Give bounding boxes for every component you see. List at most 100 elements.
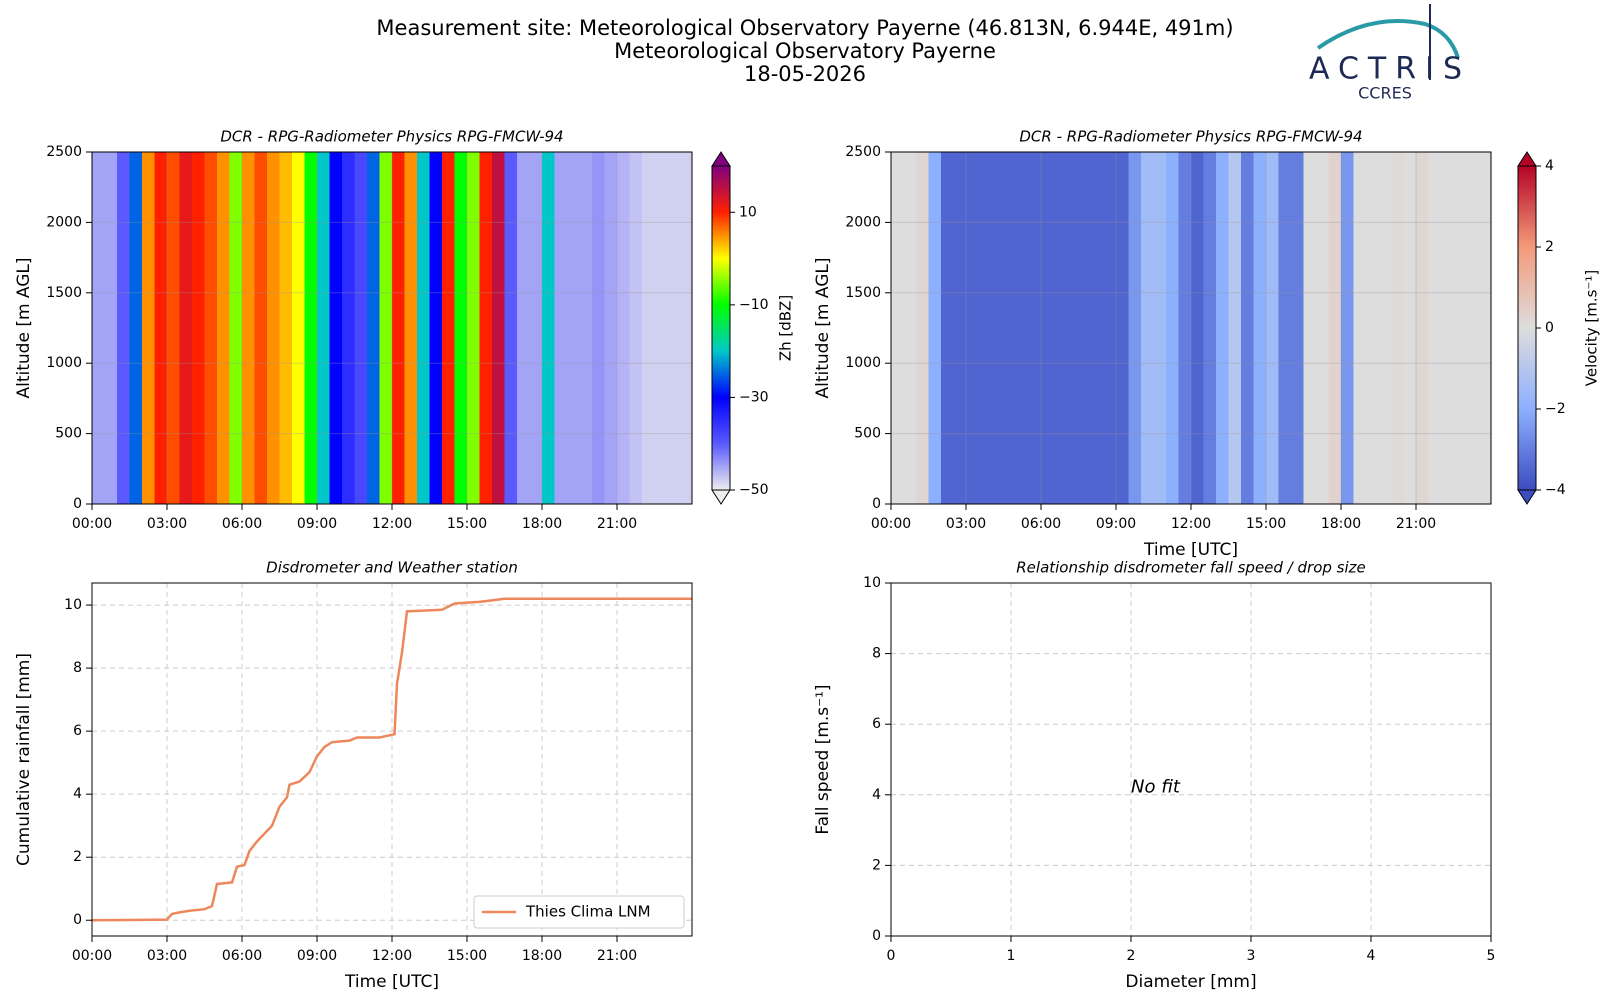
x-tick-label: 3 bbox=[1247, 948, 1256, 964]
x-tick-label: 0 bbox=[887, 948, 896, 964]
heatmap-column bbox=[329, 152, 343, 504]
logo-subtext: CCRES bbox=[1358, 84, 1412, 103]
y-tick-label: 10 bbox=[64, 597, 82, 613]
heatmap-column bbox=[1453, 152, 1467, 504]
plot-frame bbox=[890, 151, 1492, 505]
heatmap-column bbox=[1103, 152, 1117, 504]
y-tick-label: 1000 bbox=[46, 355, 82, 371]
annotation: No fit bbox=[1131, 777, 1181, 798]
heatmap-column bbox=[579, 152, 593, 504]
heatmap-column bbox=[966, 152, 979, 504]
line-series bbox=[91, 597, 692, 922]
heatmap-column bbox=[304, 152, 318, 504]
y-tick-label: 0 bbox=[73, 912, 82, 928]
x-tick-label: 03:00 bbox=[946, 516, 986, 532]
y-tick-label: 4 bbox=[872, 787, 881, 803]
x-tick-label: 03:00 bbox=[147, 948, 187, 964]
header-line: Meteorological Observatory Payerne bbox=[614, 39, 996, 63]
heatmap-column bbox=[379, 152, 393, 504]
x-tick-label: 21:00 bbox=[1396, 516, 1436, 532]
heatmap-column bbox=[254, 152, 268, 504]
heatmap-column bbox=[1041, 152, 1054, 504]
heatmap-column bbox=[991, 152, 1004, 504]
heatmap-column bbox=[429, 152, 443, 504]
x-tick-label: 09:00 bbox=[297, 948, 337, 964]
heatmap-column bbox=[654, 152, 668, 504]
heatmap-column bbox=[1253, 152, 1267, 504]
heatmap-column bbox=[242, 152, 255, 504]
x-tick-label: 09:00 bbox=[297, 516, 337, 532]
y-tick-label: 2500 bbox=[845, 144, 881, 160]
x-tick-label: 12:00 bbox=[1171, 516, 1211, 532]
y-tick-label: 4 bbox=[73, 786, 82, 802]
x-tick-label: 15:00 bbox=[447, 516, 487, 532]
heatmap-column bbox=[1053, 152, 1067, 504]
heatmap-column bbox=[1016, 152, 1029, 504]
colorbar-tick-label: −30 bbox=[739, 389, 769, 405]
heatmap-column bbox=[629, 152, 643, 504]
heatmap-column bbox=[1316, 152, 1329, 504]
heatmap-column bbox=[1241, 152, 1254, 504]
chart-title: Disdrometer and Weather station bbox=[266, 559, 518, 577]
x-axis-label: Time [UTC] bbox=[1143, 540, 1238, 560]
heatmap-column bbox=[1216, 152, 1229, 504]
header-line: 18-05-2026 bbox=[744, 62, 866, 86]
heatmap-column bbox=[354, 152, 368, 504]
heatmap-column bbox=[479, 152, 493, 504]
x-tick-label: 00:00 bbox=[72, 948, 112, 964]
y-tick-label: 8 bbox=[872, 646, 881, 662]
heatmap-column bbox=[529, 152, 543, 504]
heatmap-column bbox=[1203, 152, 1217, 504]
heatmap-column bbox=[1353, 152, 1367, 504]
y-axis-label: Altitude [m AGL] bbox=[813, 257, 833, 398]
heatmap-column bbox=[267, 152, 280, 504]
heatmap-column bbox=[1091, 152, 1104, 504]
plot-area bbox=[891, 583, 1491, 936]
heatmap-column bbox=[1078, 152, 1092, 504]
chart-title: DCR - RPG-Radiometer Physics RPG-FMCW-94 bbox=[1019, 128, 1362, 146]
y-tick-label: 8 bbox=[73, 660, 82, 676]
y-tick-label: 0 bbox=[872, 496, 881, 512]
heatmap-column bbox=[554, 152, 568, 504]
plot-frame bbox=[91, 582, 693, 937]
y-tick-label: 1500 bbox=[46, 285, 82, 301]
x-tick-label: 12:00 bbox=[372, 516, 412, 532]
heatmap-column bbox=[117, 152, 130, 504]
heatmap-column bbox=[1278, 152, 1292, 504]
heatmap-column bbox=[567, 152, 580, 504]
heatmap-column bbox=[292, 152, 305, 504]
x-tick-label: 1 bbox=[1007, 948, 1016, 964]
colorbar-label: Velocity [m.s⁻¹] bbox=[1583, 270, 1600, 386]
heatmap-column bbox=[1003, 152, 1017, 504]
heatmap-column bbox=[1303, 152, 1317, 504]
x-tick-label: 4 bbox=[1367, 948, 1376, 964]
heatmap-column bbox=[492, 152, 505, 504]
x-tick-label: 03:00 bbox=[147, 516, 187, 532]
colorbar-tick-label: −4 bbox=[1545, 482, 1566, 498]
heatmap-column bbox=[1328, 152, 1342, 504]
x-tick-label: 5 bbox=[1487, 948, 1496, 964]
y-tick-label: 0 bbox=[73, 496, 82, 512]
heatmap-column bbox=[1416, 152, 1429, 504]
y-tick-label: 0 bbox=[872, 928, 881, 944]
heatmap-column bbox=[1291, 152, 1304, 504]
colorbar-label: Zh [dBZ] bbox=[777, 295, 795, 361]
plot-frame bbox=[91, 151, 693, 505]
heatmap-column bbox=[1128, 152, 1142, 504]
colorbar-tick-label: −10 bbox=[739, 297, 769, 313]
y-tick-label: 2 bbox=[73, 849, 82, 865]
x-tick-label: 00:00 bbox=[72, 516, 112, 532]
x-tick-label: 21:00 bbox=[597, 948, 637, 964]
y-tick-label: 2000 bbox=[46, 214, 82, 230]
x-tick-label: 18:00 bbox=[522, 516, 562, 532]
heatmap-column bbox=[642, 152, 655, 504]
heatmap-column bbox=[1428, 152, 1442, 504]
heatmap-column bbox=[167, 152, 180, 504]
heatmap-column bbox=[1391, 152, 1404, 504]
heatmap-column bbox=[667, 152, 680, 504]
heatmap-column bbox=[928, 152, 942, 504]
x-tick-label: 00:00 bbox=[871, 516, 911, 532]
logo-arc bbox=[1316, 19, 1460, 59]
y-tick-label: 500 bbox=[55, 426, 82, 442]
